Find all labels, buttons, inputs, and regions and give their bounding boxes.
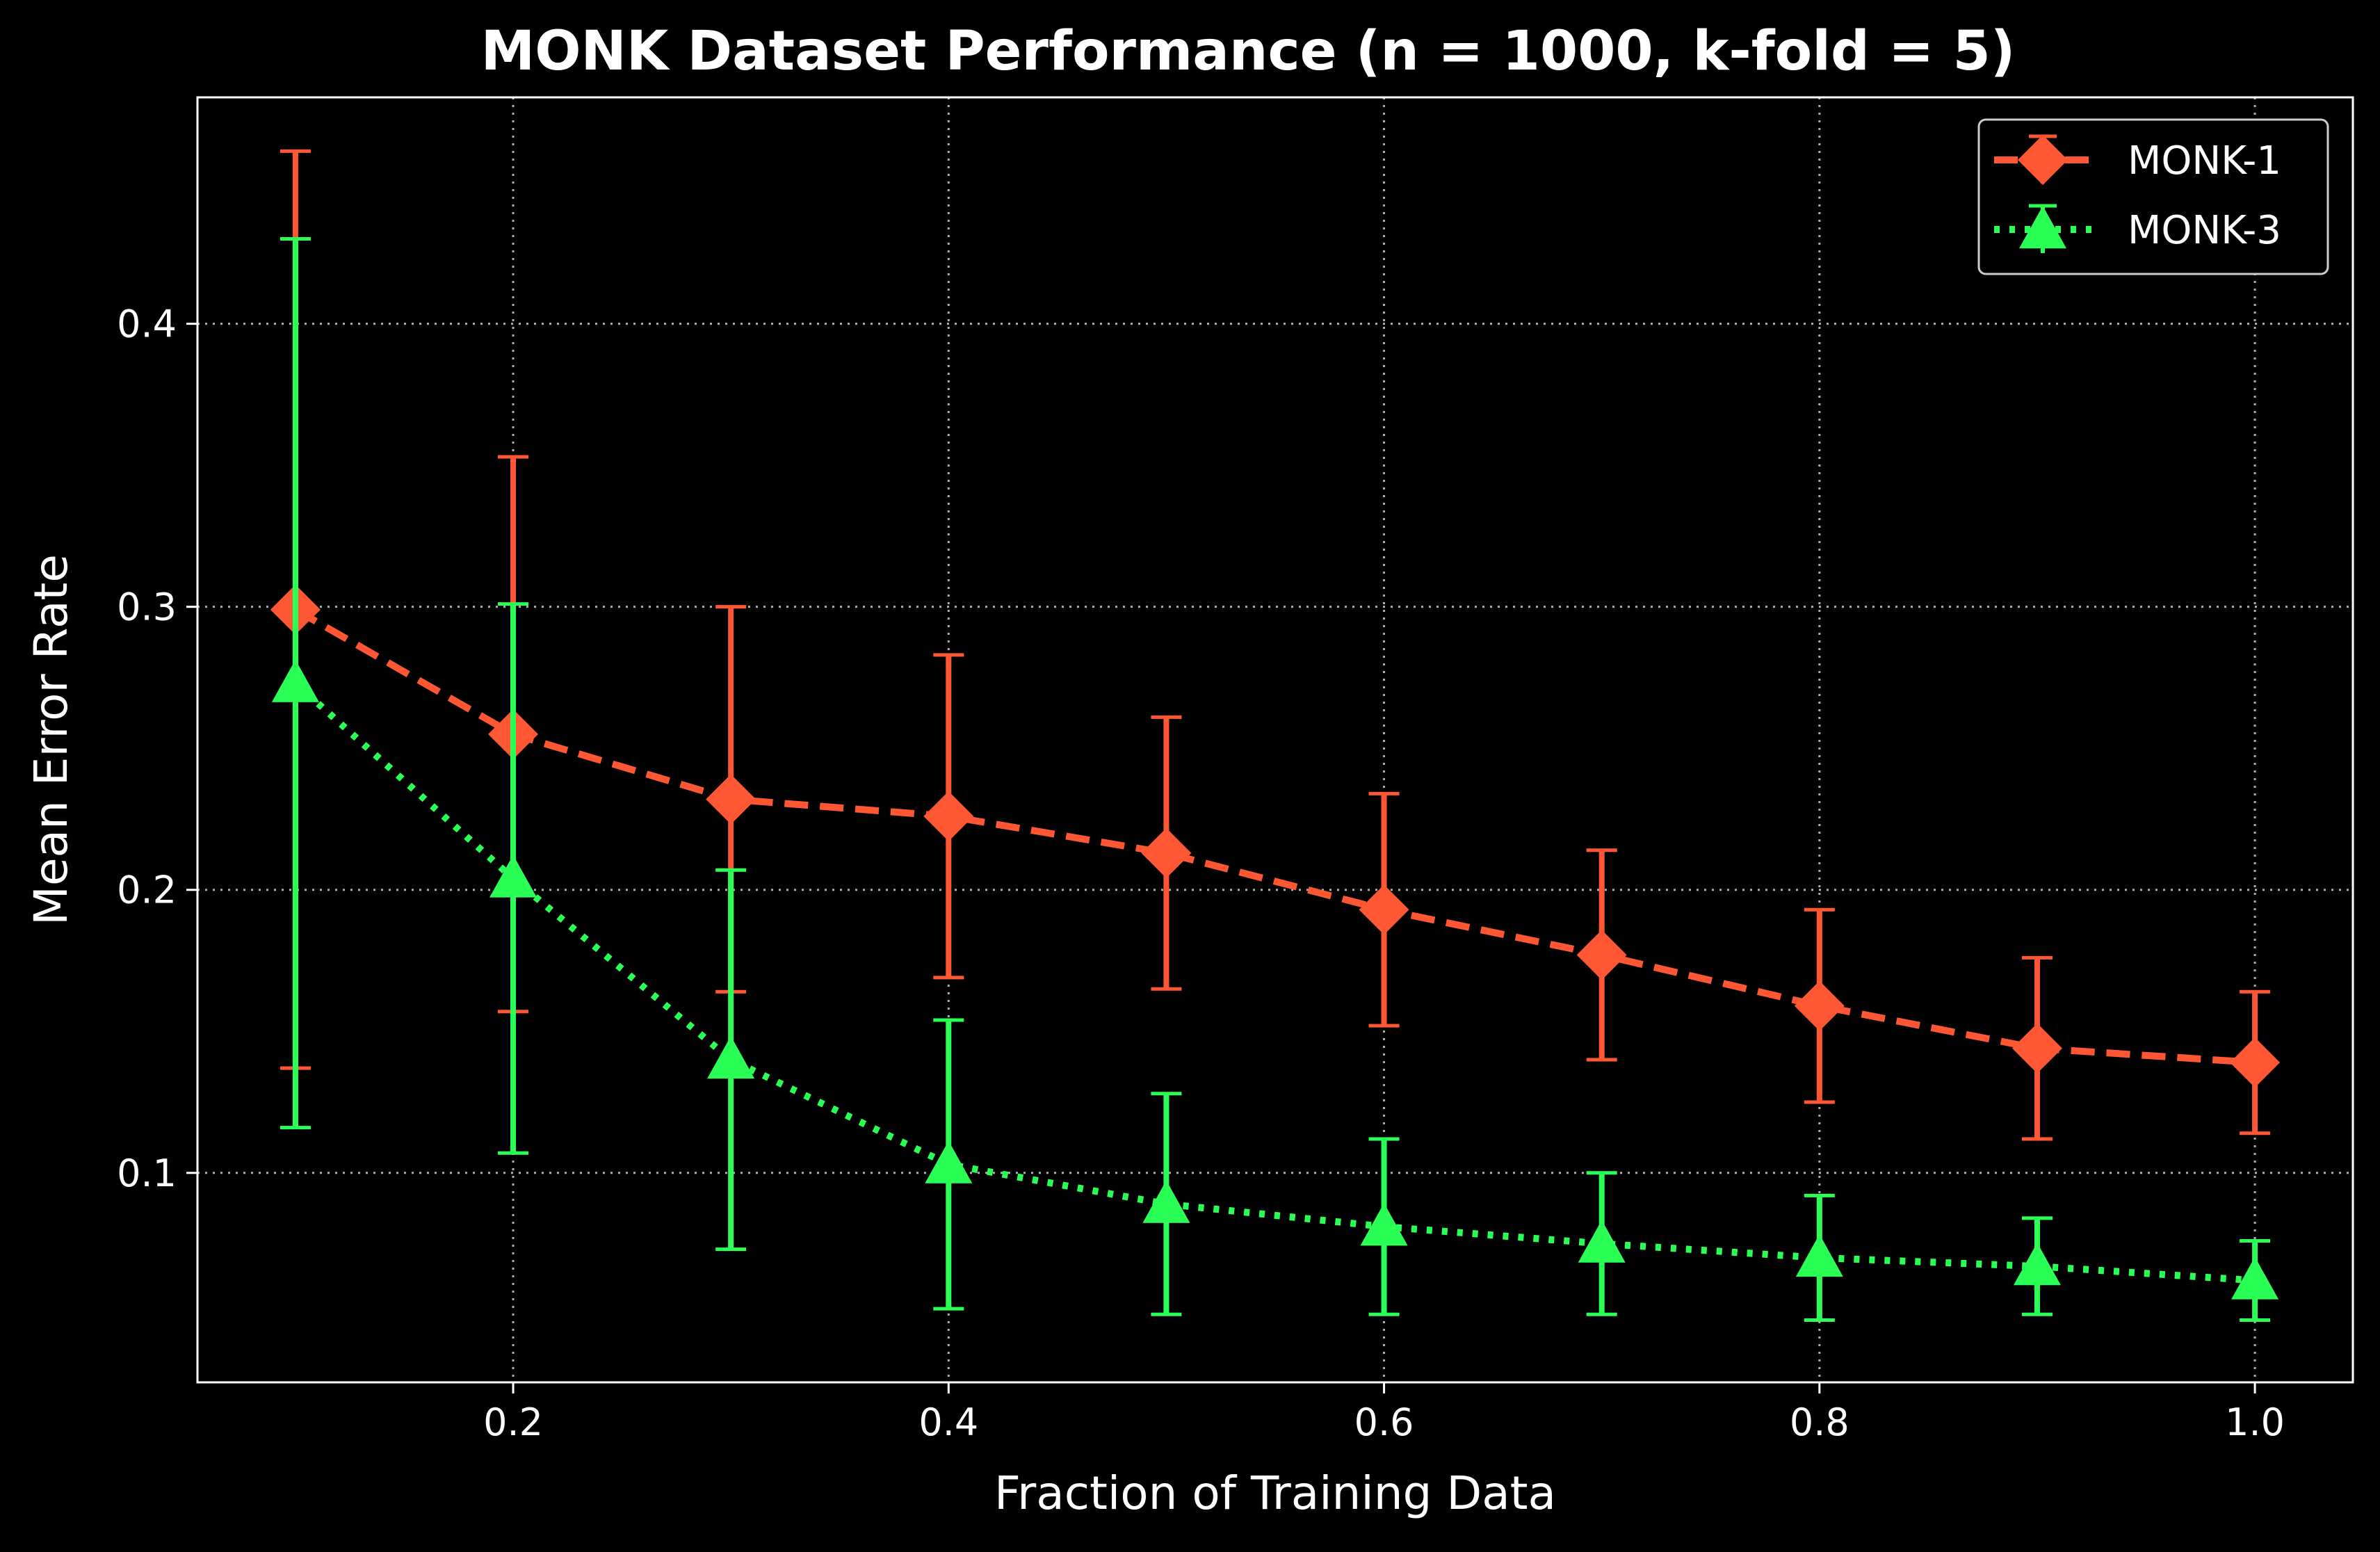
data-point [2230,1037,2281,1088]
y-tick-label: 0.2 [117,868,177,912]
legend-entries: MONK-1 MONK-3 [1994,134,2281,253]
data-point [271,659,319,702]
legend: MONK-1 MONK-3 [1977,118,2329,275]
legend-label: MONK-1 [2128,138,2281,184]
data-point [707,1035,755,1079]
y-tick-label: 0.1 [117,1151,177,1195]
chart-title: MONK Dataset Performance (n = 1000, k-fo… [481,20,2016,83]
data-point [706,774,756,825]
series-monk-3 [271,237,2279,1322]
y-axis-label: Mean Error Rate [24,554,78,925]
data-point [2013,1243,2061,1286]
legend-label: MONK-3 [2128,208,2281,253]
data-point [925,1140,973,1183]
data-point [1359,884,1409,935]
data-point [923,791,974,841]
x-tick-label: 0.4 [918,1400,978,1444]
data-point [1578,1220,1626,1263]
y-tick-label: 0.3 [117,585,177,629]
x-tick-label: 0.2 [483,1400,543,1444]
series-line [293,606,2256,1067]
plot-frame [196,96,2354,1384]
data-point [1576,930,1627,980]
legend-marker [2018,135,2068,185]
series-line [293,680,2256,1284]
x-axis-label: Fraction of Training Data [994,1466,1556,1520]
x-tick-label: 0.6 [1354,1400,1414,1444]
y-tick-label: 0.4 [117,302,177,346]
data-point [1794,980,1845,1031]
data-point [1142,1180,1190,1223]
legend-entry: MONK-1 [1994,134,2281,185]
ticks: 0.2 0.4 0.6 0.8 1.0 0.1 0.2 0.3 0.4 [117,302,2285,1444]
data-point [1360,1203,1408,1246]
x-tick-label: 0.8 [1790,1400,1849,1444]
legend-marker [2019,206,2066,249]
data-point [1141,827,1192,878]
x-tick-label: 1.0 [2225,1400,2285,1444]
data-point [1795,1234,1843,1277]
data-point [2011,1023,2062,1074]
data-point [2231,1256,2279,1300]
legend-entry: MONK-3 [1994,204,2281,253]
series-layer [270,149,2281,1322]
data-point [489,855,537,898]
